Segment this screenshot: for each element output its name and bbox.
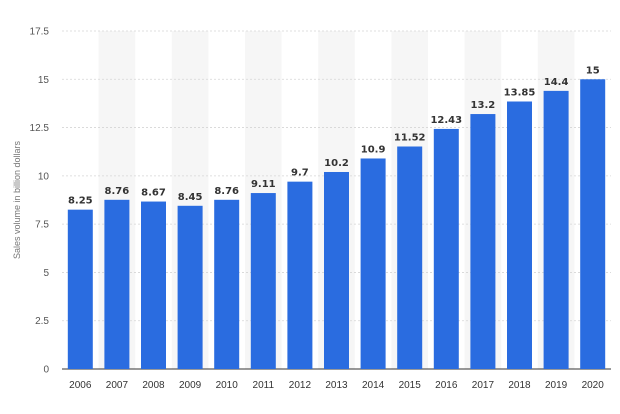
x-tick-label: 2008 <box>142 380 165 391</box>
x-tick-label: 2015 <box>399 380 422 391</box>
data-label: 15 <box>586 65 600 76</box>
bar-2020 <box>580 79 606 370</box>
x-tick-label: 2012 <box>289 380 312 391</box>
x-tick-label: 2014 <box>362 380 385 391</box>
bar-2015 <box>397 146 423 369</box>
bar-2013 <box>324 171 349 369</box>
data-label: 8.76 <box>105 186 130 197</box>
y-tick-label: 17.5 <box>30 27 50 38</box>
bar-2018 <box>507 101 532 370</box>
data-label: 14.4 <box>544 77 569 88</box>
data-label: 9.11 <box>251 179 276 190</box>
y-tick-label: 15 <box>38 75 50 86</box>
data-label: 13.85 <box>504 87 536 98</box>
data-label: 8.25 <box>68 196 93 207</box>
bar-2012 <box>287 181 313 369</box>
y-axis-ticks: 0 2.5 5 7.5 10 12.5 15 17.5 <box>30 27 50 376</box>
x-tick-label: 2018 <box>508 380 531 391</box>
data-label: 10.9 <box>361 144 386 155</box>
x-tick-label: 2016 <box>435 380 458 391</box>
x-tick-label: 2009 <box>179 380 202 391</box>
x-tick-label: 2010 <box>216 380 239 391</box>
data-label: 11.52 <box>394 132 426 143</box>
bar-2008 <box>141 201 166 369</box>
y-axis-title: Sales volume in billion dollars <box>12 140 22 259</box>
bar-2011 <box>250 193 276 369</box>
data-label: 8.45 <box>178 192 203 203</box>
bar-2007 <box>104 199 130 369</box>
bars <box>67 79 606 370</box>
x-tick-label: 2020 <box>582 380 605 391</box>
y-tick-label: 5 <box>43 268 49 279</box>
data-label: 10.2 <box>324 158 349 169</box>
data-label: 8.76 <box>214 186 239 197</box>
data-labels: 8.25 8.76 8.67 8.45 8.76 9.11 9.7 10.2 10.9 11.52… <box>68 65 600 206</box>
x-tick-label: 2011 <box>253 380 275 391</box>
data-label: 8.67 <box>141 188 166 199</box>
y-tick-label: 0 <box>43 365 49 376</box>
x-tick-label: 2007 <box>106 380 129 391</box>
bar-2014 <box>360 158 386 369</box>
bar-2009 <box>177 205 203 369</box>
x-tick-label: 2019 <box>545 380 568 391</box>
x-tick-label: 2006 <box>69 380 92 391</box>
data-label: 9.7 <box>291 168 309 179</box>
x-tick-label: 2017 <box>472 380 495 391</box>
bar-2010 <box>214 199 240 369</box>
y-tick-label: 7.5 <box>35 220 49 231</box>
y-tick-label: 12.5 <box>30 123 50 134</box>
x-axis-ticks: 2006 2007 2008 2009 2010 2011 2012 2013 2014 2015… <box>69 380 604 391</box>
data-label: 12.43 <box>430 115 462 126</box>
y-tick-label: 2.5 <box>35 316 49 327</box>
bar-2006 <box>67 209 93 369</box>
bar-2016 <box>433 128 459 369</box>
bar-2017 <box>470 114 496 370</box>
x-tick-label: 2013 <box>325 380 348 391</box>
y-tick-label: 10 <box>38 171 50 182</box>
data-label: 13.2 <box>471 100 496 111</box>
bar-2019 <box>543 90 569 370</box>
